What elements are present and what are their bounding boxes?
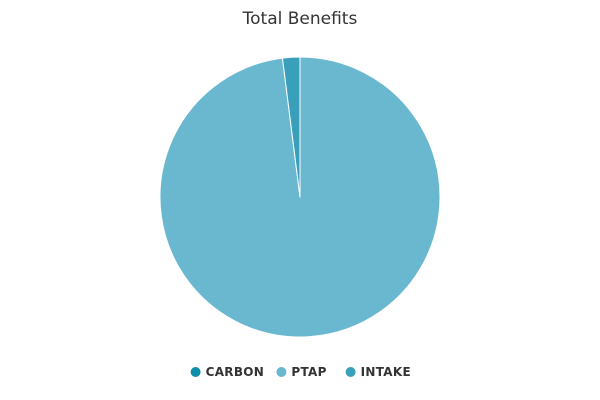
legend-marker-intake (345, 367, 356, 377)
legend-item-intake[interactable]: INTAKE (345, 365, 411, 379)
legend-item-ptap[interactable]: PTAP (276, 365, 326, 379)
pie-slices (159, 56, 441, 338)
legend-label-intake: INTAKE (361, 365, 411, 379)
legend-marker-carbon (190, 367, 201, 377)
pie-slice-intake[interactable] (281, 56, 301, 198)
legend-item-carbon[interactable]: CARBON (190, 365, 265, 379)
legend-marker-ptap (276, 367, 287, 377)
legend: CARBON PTAP INTAKE (190, 365, 411, 379)
chart-title: Total Benefits (242, 9, 358, 29)
legend-label-ptap: PTAP (291, 365, 326, 379)
legend-label-carbon: CARBON (206, 365, 265, 379)
